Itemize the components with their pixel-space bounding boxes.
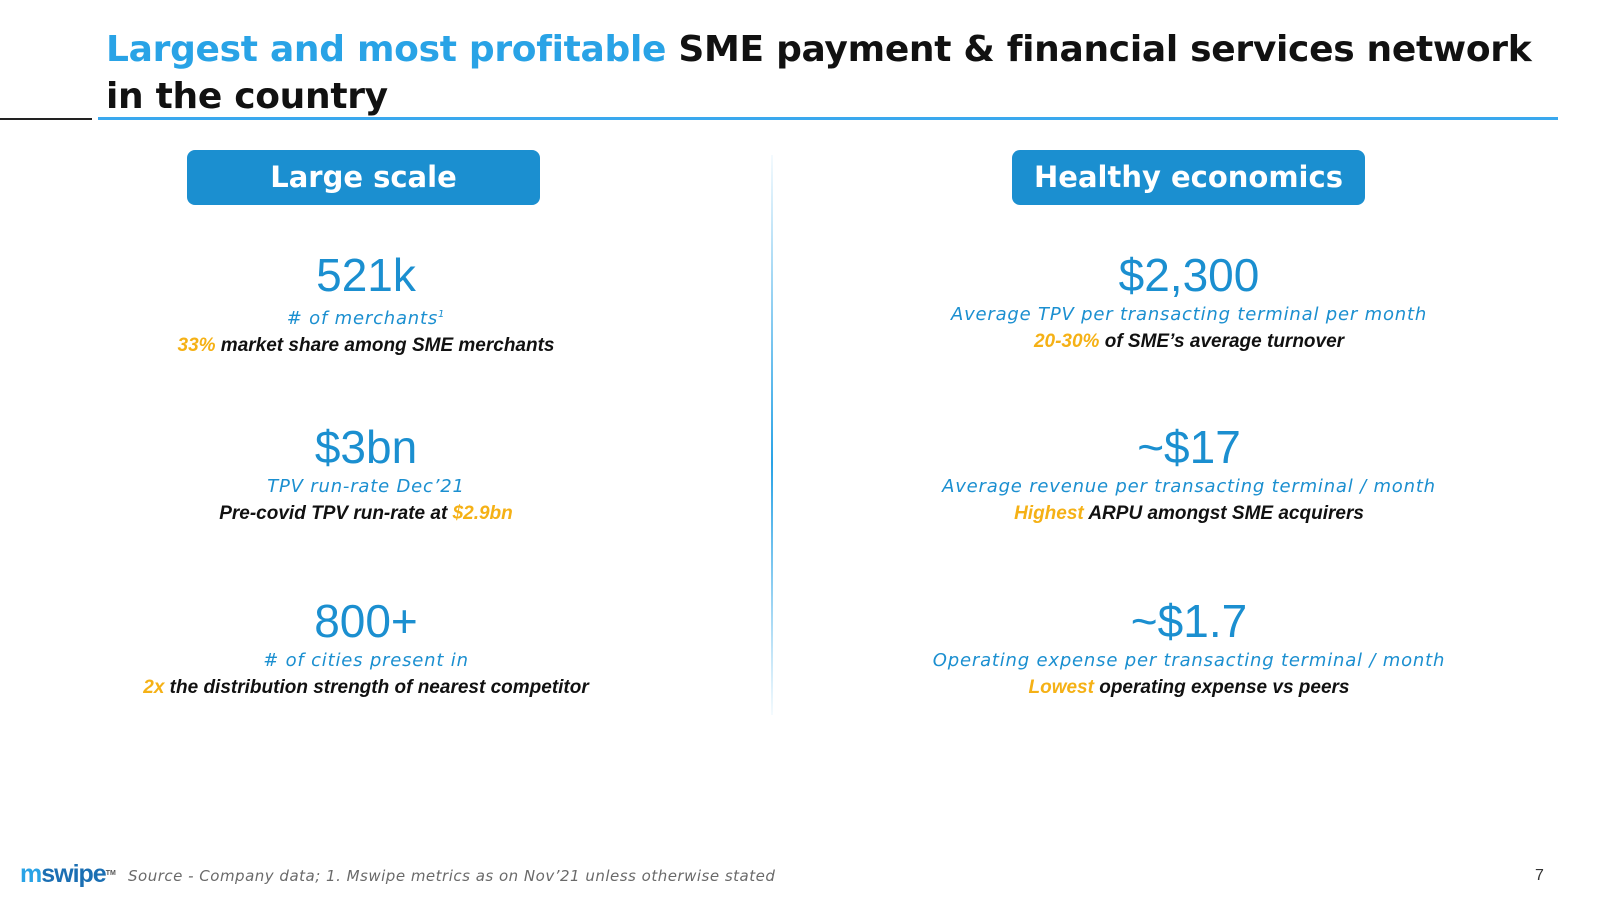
note-text: of SME’s average turnover: [1099, 331, 1345, 352]
metric-note: Lowest operating expense vs peers: [889, 675, 1489, 701]
title-underline: [98, 117, 1558, 120]
note-text: Pre-covid TPV run-rate at: [219, 503, 453, 524]
metric-note: 2x the distribution strength of nearest …: [66, 675, 666, 701]
metric-avg-tpv: $2,300 Average TPV per transacting termi…: [889, 249, 1489, 355]
metric-merchants: 521k # of merchants1 33% market share am…: [66, 249, 666, 359]
title-highlight: Largest and most profitable: [106, 29, 667, 70]
note-accent: $2.9bn: [452, 503, 513, 524]
metric-label: # of merchants1: [286, 308, 446, 329]
metric-value: ~$17: [1137, 421, 1241, 473]
column-divider: [771, 155, 773, 715]
note-accent: Highest: [1014, 503, 1084, 524]
metric-note: 33% market share among SME merchants: [66, 333, 666, 359]
metric-avg-revenue: ~$17 Average revenue per transacting ter…: [889, 421, 1489, 527]
source-note: Source - Company data; 1. Mswipe metrics…: [128, 867, 776, 885]
title-rest: SME payment & financial services network…: [106, 29, 1532, 117]
large-scale-header: Large scale: [187, 150, 540, 205]
note-accent: 2x: [143, 677, 165, 698]
metric-opex: ~$1.7 Operating expense per transacting …: [889, 595, 1489, 701]
metric-label: Operating expense per transacting termin…: [932, 650, 1446, 671]
mswipe-logo: mswipeTM: [20, 861, 116, 887]
metric-value: 800+: [314, 595, 418, 647]
slide-title: Largest and most profitable SME payment …: [106, 26, 1546, 120]
metric-note: Highest ARPU amongst SME acquirers: [889, 501, 1489, 527]
note-accent: 20-30%: [1033, 331, 1100, 352]
logo-m: m: [20, 860, 42, 888]
logo-trademark: TM: [105, 870, 116, 877]
note-text: operating expense vs peers: [1093, 677, 1350, 698]
metric-label: Average revenue per transacting terminal…: [942, 476, 1436, 497]
metric-label: TPV run-rate Dec’21: [267, 476, 465, 497]
metric-tpv: $3bn TPV run-rate Dec’21 Pre-covid TPV r…: [66, 421, 666, 527]
metric-label: Average TPV per transacting terminal per…: [950, 304, 1428, 325]
note-text: the distribution strength of nearest com…: [164, 677, 589, 698]
metric-value: $3bn: [314, 421, 418, 473]
logo-text: swipe: [41, 860, 106, 888]
metric-value: ~$1.7: [1130, 595, 1248, 647]
metric-value: $2,300: [1118, 249, 1260, 301]
metric-note: Pre-covid TPV run-rate at $2.9bn: [66, 501, 666, 527]
footnote-marker: 1: [438, 309, 446, 320]
metric-cities: 800+ # of cities present in 2x the distr…: [66, 595, 666, 701]
metric-note: 20-30% of SME’s average turnover: [889, 329, 1489, 355]
note-text: market share among SME merchants: [215, 335, 555, 356]
metric-label: # of cities present in: [263, 650, 469, 671]
title-underline-left: [0, 118, 92, 120]
note-text: ARPU amongst SME acquirers: [1083, 503, 1364, 524]
note-accent: 33%: [177, 335, 216, 356]
metric-value: 521k: [316, 249, 416, 301]
page-number: 7: [1535, 867, 1544, 884]
note-accent: Lowest: [1028, 677, 1094, 698]
healthy-economics-header: Healthy economics: [1012, 150, 1365, 205]
